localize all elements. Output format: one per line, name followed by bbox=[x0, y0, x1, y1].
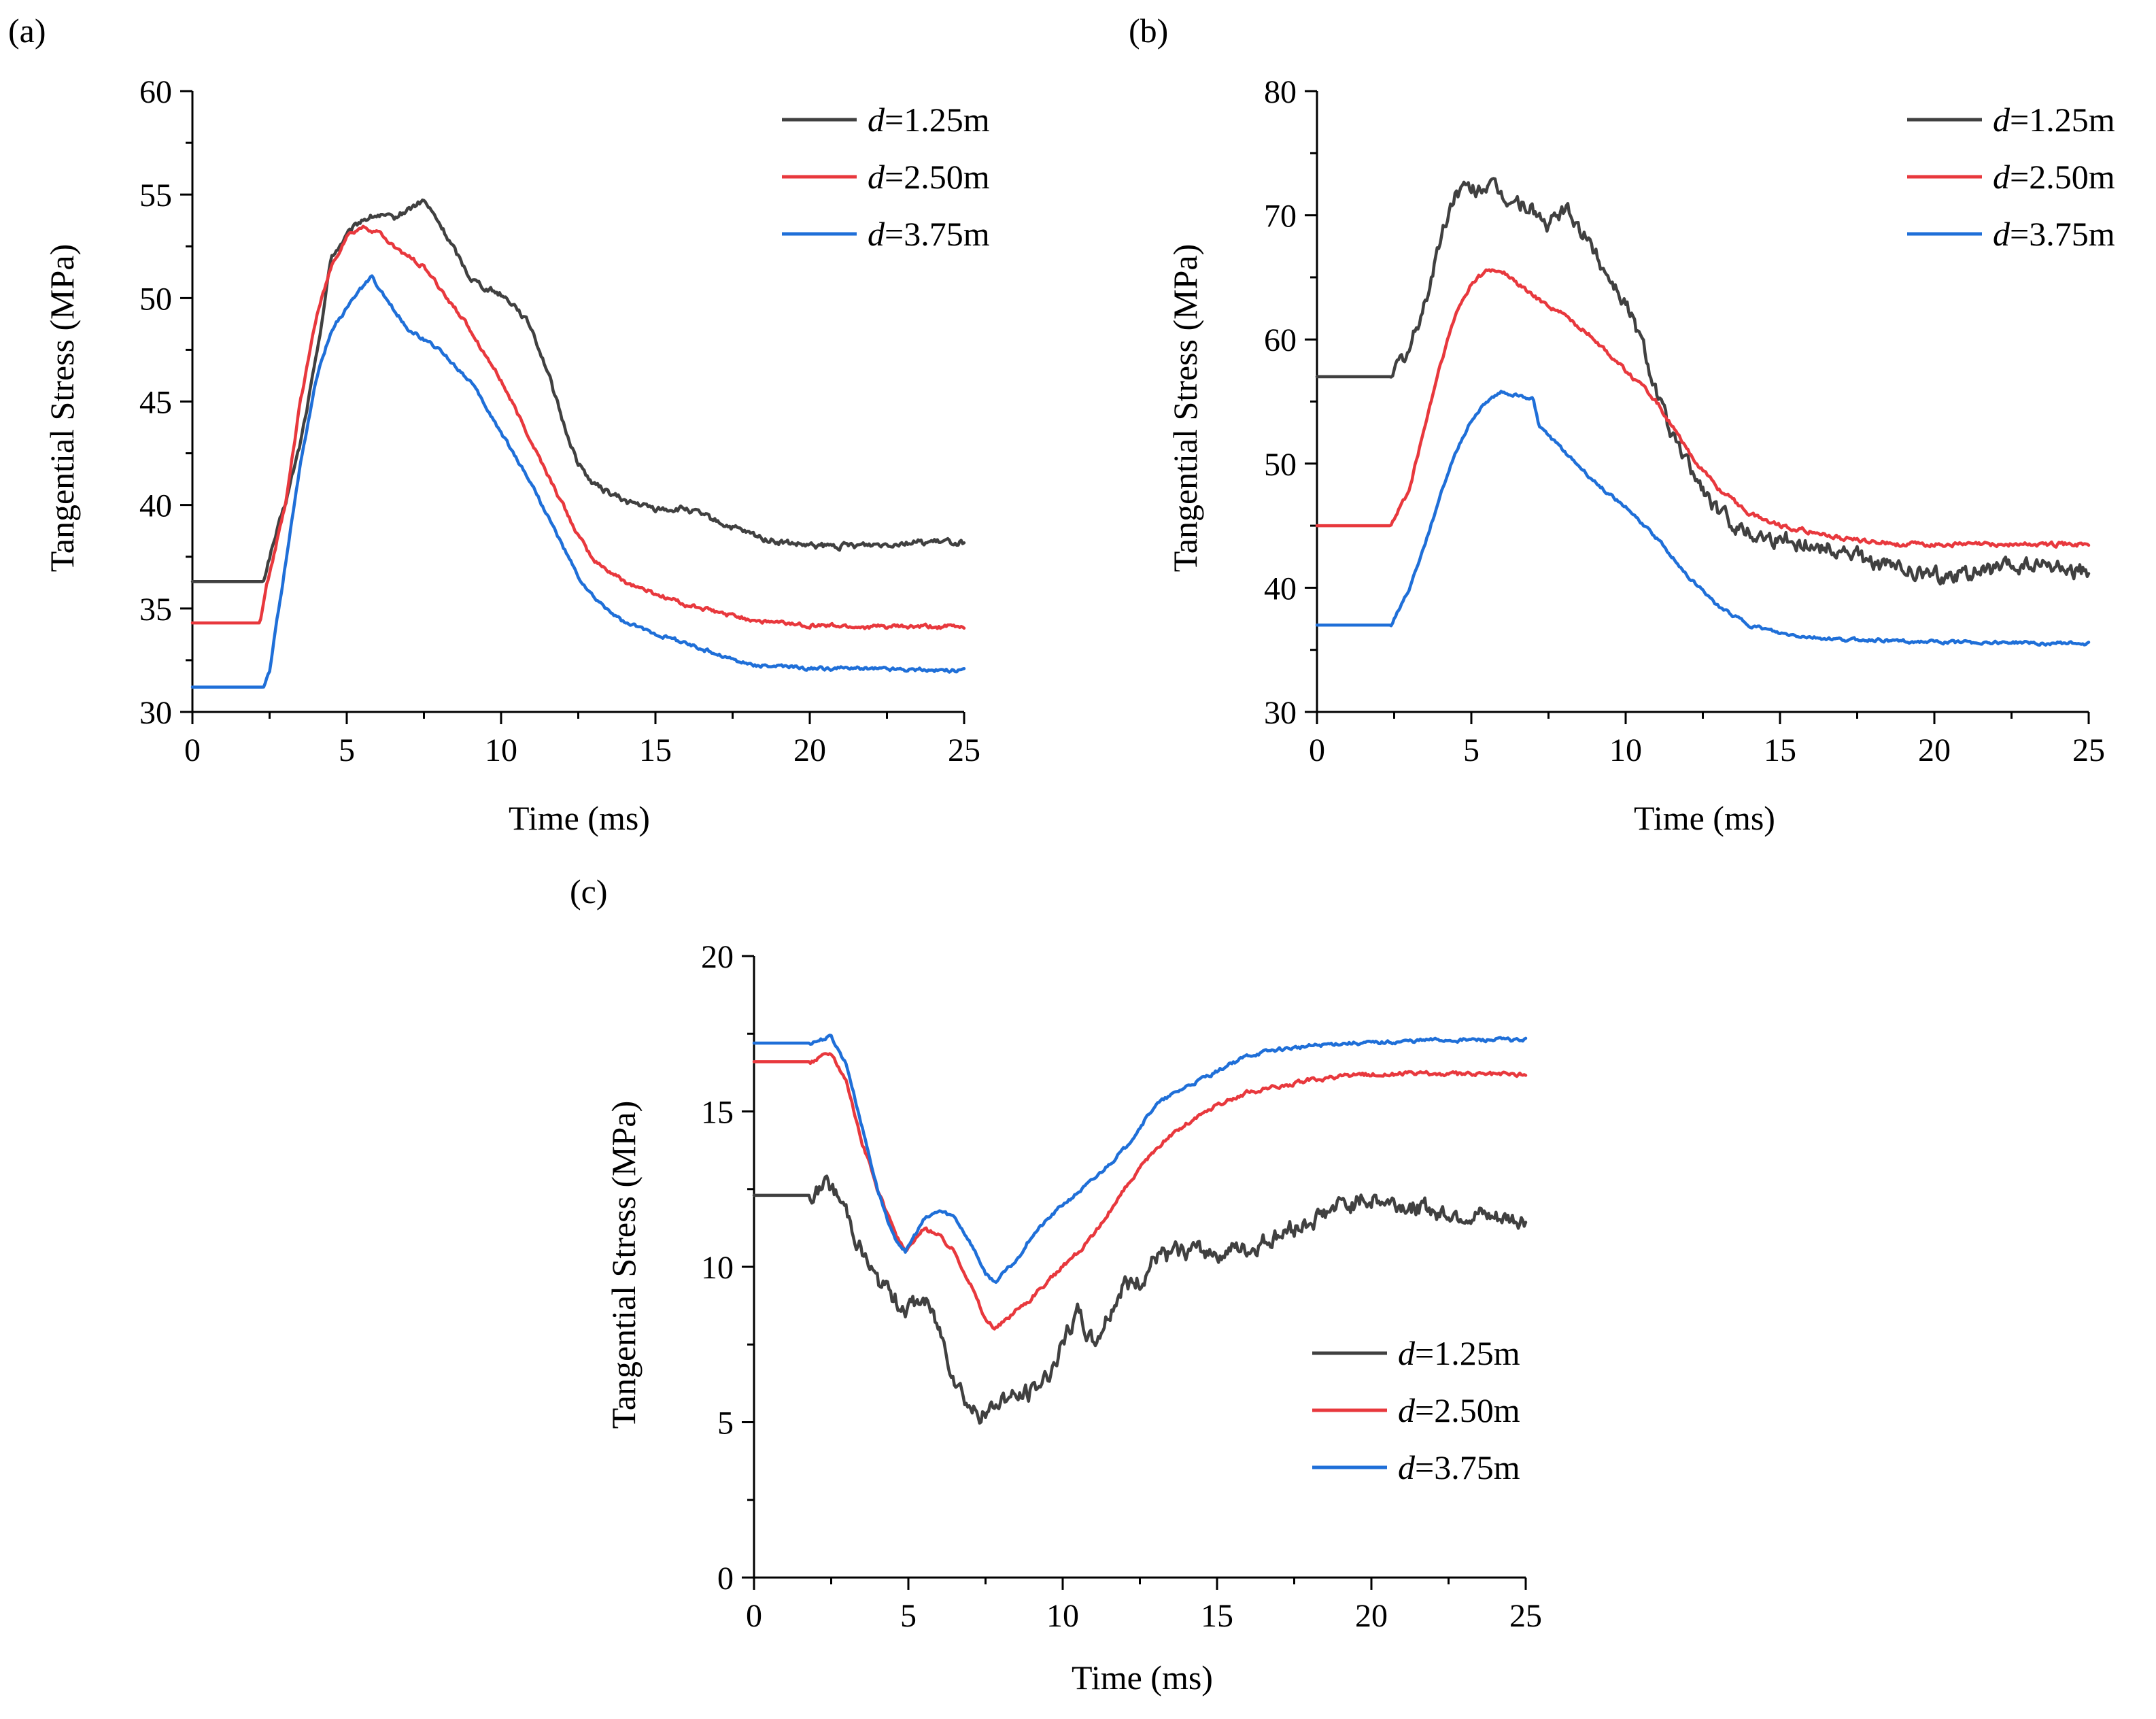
legend-label-symbol: d bbox=[1398, 1391, 1416, 1429]
y-tick-label: 35 bbox=[139, 592, 172, 628]
x-tick-label: 10 bbox=[1609, 732, 1642, 768]
y-tick-label: 15 bbox=[701, 1095, 734, 1131]
y-tick-label: 5 bbox=[717, 1406, 734, 1442]
series-line-375 bbox=[752, 1034, 1528, 1284]
y-tick-label: 80 bbox=[1264, 74, 1297, 110]
panel-c-xlabel: Time (ms) bbox=[1072, 1658, 1213, 1697]
x-tick-label: 15 bbox=[1201, 1598, 1233, 1634]
x-tick-label: 0 bbox=[746, 1598, 762, 1634]
legend-label: d=3.75m bbox=[868, 215, 990, 253]
y-tick-label: 50 bbox=[1264, 447, 1297, 483]
panel-b: (b) 0 5 10 15 20 25 30 40 50 60 70 80 Time (ms) Tan… bbox=[1129, 12, 2115, 837]
panel-c: (c) 0 5 10 15 20 25 0 5 10 15 20 Time (ms) Tangent… bbox=[570, 872, 1542, 1697]
legend-label-symbol: d bbox=[868, 215, 885, 253]
series-line-250 bbox=[190, 224, 966, 630]
panel-b-xlabel: Time (ms) bbox=[1634, 799, 1775, 837]
y-tick-label: 50 bbox=[139, 281, 172, 317]
legend-label-value: =3.75m bbox=[2010, 215, 2115, 253]
y-tick-label: 70 bbox=[1264, 199, 1297, 235]
y-tick-label: 60 bbox=[1264, 322, 1297, 358]
series-line-375 bbox=[1315, 390, 2091, 647]
series-line-125 bbox=[752, 1174, 1528, 1425]
legend-label: d=3.75m bbox=[1993, 215, 2115, 253]
legend-label-value: =3.75m bbox=[1415, 1448, 1520, 1486]
x-tick-label: 0 bbox=[184, 732, 201, 768]
legend-label-value: =2.50m bbox=[1415, 1391, 1520, 1429]
x-tick-label: 25 bbox=[948, 732, 980, 768]
series-line-250 bbox=[1315, 268, 2091, 549]
legend-label-value: =1.25m bbox=[2010, 101, 2115, 139]
x-tick-label: 15 bbox=[639, 732, 672, 768]
legend-label-symbol: d bbox=[868, 158, 885, 196]
x-tick-label: 15 bbox=[1764, 732, 1796, 768]
legend-label-value: =2.50m bbox=[885, 158, 990, 196]
legend-label-symbol: d bbox=[868, 101, 885, 139]
y-tick-label: 30 bbox=[1264, 695, 1297, 731]
panel-a: (a) 0 5 10 15 20 25 30 35 40 45 50 55 60 Time (ms) T… bbox=[8, 12, 990, 837]
series-line-125 bbox=[190, 198, 966, 583]
x-tick-label: 25 bbox=[1509, 1598, 1542, 1634]
y-tick-label: 45 bbox=[139, 385, 172, 421]
x-tick-label: 25 bbox=[2072, 732, 2105, 768]
legend-label-symbol: d bbox=[1398, 1334, 1416, 1372]
legend-label: d=2.50m bbox=[1398, 1391, 1520, 1429]
y-tick-label: 55 bbox=[139, 177, 172, 214]
y-tick-label: 40 bbox=[1264, 571, 1297, 607]
legend-label: d=2.50m bbox=[868, 158, 990, 196]
legend-label: d=3.75m bbox=[1398, 1448, 1520, 1486]
x-tick-label: 20 bbox=[1918, 732, 1951, 768]
x-tick-label: 10 bbox=[485, 732, 517, 768]
legend-label-value: =1.25m bbox=[1415, 1334, 1520, 1372]
legend-label-symbol: d bbox=[1993, 158, 2010, 196]
legend-label: d=1.25m bbox=[1398, 1334, 1520, 1372]
series-line-125 bbox=[1315, 177, 2091, 586]
panel-a-ylabel: Tangential Stress (MPa) bbox=[43, 244, 81, 573]
x-tick-label: 10 bbox=[1046, 1598, 1079, 1634]
x-tick-label: 5 bbox=[1463, 732, 1479, 768]
legend-label-symbol: d bbox=[1993, 101, 2010, 139]
panel-b-ylabel: Tangential Stress (MPa) bbox=[1166, 244, 1204, 573]
legend-label: d=1.25m bbox=[1993, 101, 2115, 139]
x-tick-label: 20 bbox=[793, 732, 826, 768]
panel-b-tag: (b) bbox=[1129, 12, 1168, 50]
y-tick-label: 30 bbox=[139, 695, 172, 731]
x-tick-label: 20 bbox=[1355, 1598, 1388, 1634]
legend-label-symbol: d bbox=[1398, 1448, 1416, 1486]
y-tick-label: 0 bbox=[717, 1561, 734, 1597]
legend-label-value: =3.75m bbox=[885, 215, 990, 253]
x-tick-label: 0 bbox=[1309, 732, 1325, 768]
x-tick-label: 5 bbox=[900, 1598, 917, 1634]
series-line-375 bbox=[190, 274, 966, 689]
legend-label-value: =1.25m bbox=[885, 101, 990, 139]
y-tick-label: 10 bbox=[701, 1250, 734, 1286]
legend-label-symbol: d bbox=[1993, 215, 2010, 253]
legend-label-value: =2.50m bbox=[2010, 158, 2115, 196]
panel-a-xlabel: Time (ms) bbox=[509, 799, 650, 837]
panel-c-tag: (c) bbox=[570, 872, 608, 910]
y-tick-label: 60 bbox=[139, 74, 172, 110]
y-tick-label: 20 bbox=[701, 939, 734, 975]
legend-label: d=1.25m bbox=[868, 101, 990, 139]
panel-a-tag: (a) bbox=[8, 12, 46, 50]
panel-c-ylabel: Tangential Stress (MPa) bbox=[604, 1101, 643, 1429]
legend-label: d=2.50m bbox=[1993, 158, 2115, 196]
y-tick-label: 40 bbox=[139, 488, 172, 524]
x-tick-label: 5 bbox=[339, 732, 355, 768]
